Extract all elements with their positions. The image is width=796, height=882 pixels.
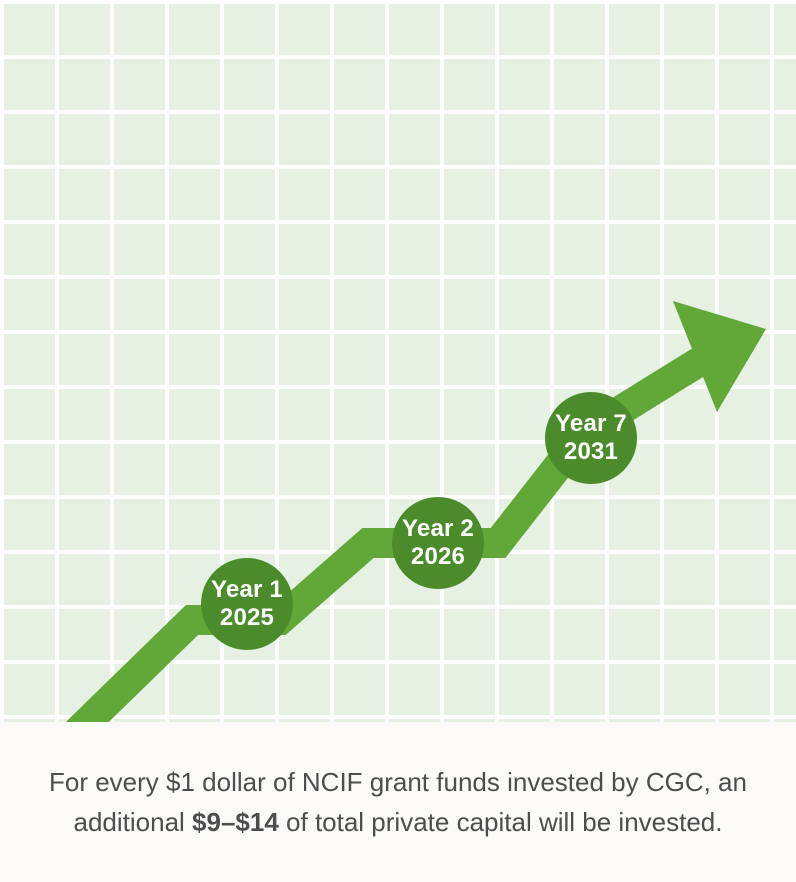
milestone-label: Year 7 [555, 410, 627, 437]
caption-part2: of total private capital will be investe… [278, 807, 723, 837]
milestone-year-2: Year 2 2026 [392, 497, 484, 589]
caption-highlight: $9–$14 [192, 807, 279, 837]
milestone-year: 2031 [563, 438, 619, 465]
milestone-year: 2026 [410, 543, 466, 570]
caption-part1: For every $1 dollar of NCIF grant funds … [49, 767, 747, 837]
milestone-year-7: Year 7 2031 [545, 392, 637, 484]
milestone-label: Year 2 [402, 515, 474, 542]
growth-line-graphic [65, 301, 766, 722]
caption-band: For every $1 dollar of NCIF grant funds … [0, 722, 796, 882]
growth-chart-area: Year 1 2025 Year 2 2026 Year 7 2031 [0, 0, 796, 722]
milestone-year-1: Year 1 2025 [201, 558, 293, 650]
milestone-label: Year 1 [211, 576, 283, 603]
arrow-up-right-icon [673, 301, 766, 412]
milestone-year: 2025 [219, 604, 275, 631]
caption-text: For every $1 dollar of NCIF grant funds … [22, 762, 774, 842]
